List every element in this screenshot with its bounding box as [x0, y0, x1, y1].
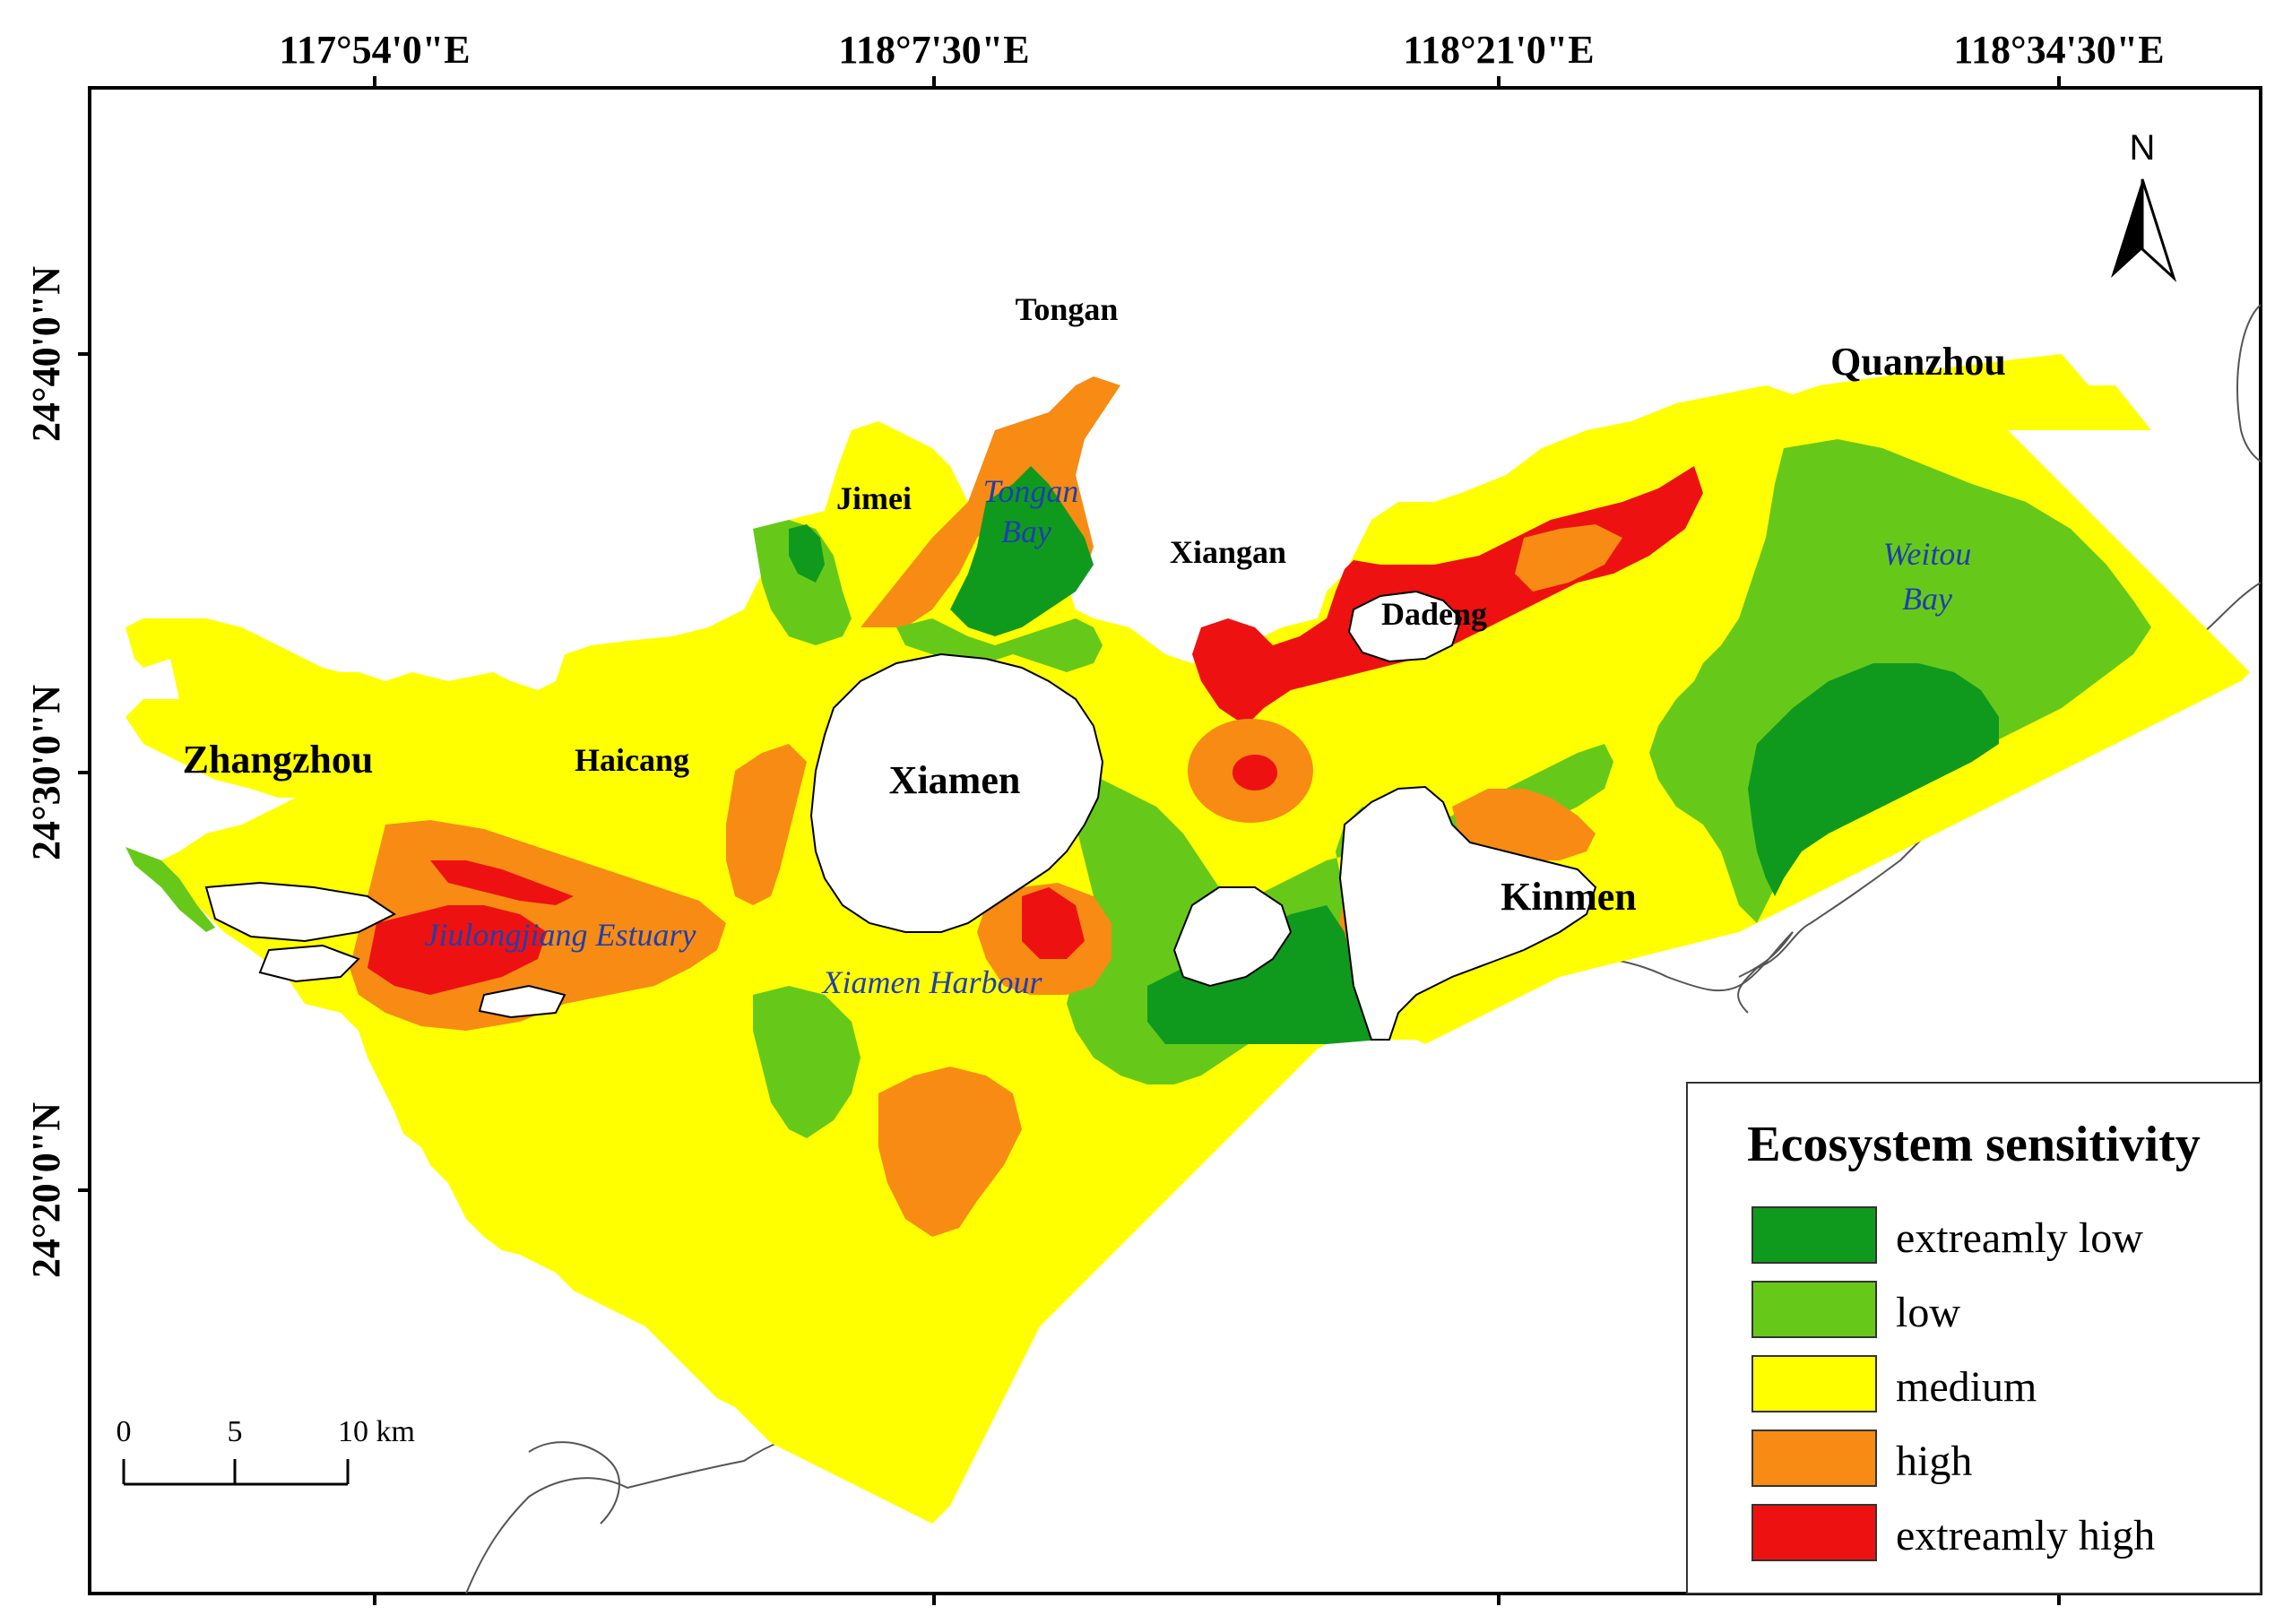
lon-label-2: 118°7'30"E [838, 28, 1029, 72]
north-label: N [2130, 128, 2156, 168]
place-zhangzhou: Zhangzhou [183, 738, 374, 782]
water-jiulongjiang-estuary: Jiulongjiang Estuary [425, 917, 696, 953]
water-weitou-bay-2: Bay [1902, 581, 1952, 617]
legend-label-2: medium [1896, 1363, 2037, 1411]
scale-tick-10: 10 km [338, 1415, 415, 1448]
legend-label-4: extreamly high [1896, 1512, 2155, 1559]
region-xlow-tongan [950, 466, 1094, 636]
estuary-island-west [204, 881, 396, 943]
region-xlow-jimei [789, 524, 825, 583]
place-xiamen: Xiamen [889, 758, 1021, 802]
region-xhigh-estuary-top [430, 860, 574, 905]
lat-label-2: 24°30'0"N [24, 685, 68, 860]
water-weitou-bay-1: Weitou [1883, 536, 1972, 572]
legend: Ecosystem sensitivity extreamly low low … [1686, 1082, 2262, 1594]
lat-label-3: 24°20'0"N [24, 1102, 68, 1278]
scale-tick-0: 0 [117, 1415, 132, 1448]
frame-ticks [78, 76, 2061, 1605]
kinmen-island [1338, 785, 1597, 1041]
region-xlow-weitou [1748, 663, 1999, 896]
xiamen-island [809, 652, 1104, 933]
scale-tick-5: 5 [228, 1415, 243, 1448]
legend-swatch-4 [1751, 1504, 1877, 1561]
legend-label-3: high [1896, 1438, 1972, 1485]
estuary-island-south [258, 944, 360, 983]
region-xhigh-estuary [368, 905, 547, 995]
place-dadeng: Dadeng [1381, 596, 1487, 632]
place-quanzhou: Quanzhou [1830, 340, 2006, 384]
place-haicang: Haicang [575, 742, 689, 778]
north-arrow-icon: N [2111, 128, 2177, 282]
region-low-harbour [753, 986, 861, 1138]
legend-swatch-1 [1751, 1281, 1877, 1338]
water-xiamen-harbour: Xiamen Harbour [821, 964, 1043, 1000]
place-kinmen: Kinmen [1501, 875, 1637, 919]
legend-title: Ecosystem sensitivity [1747, 1117, 2201, 1172]
place-xiangan: Xiangan [1170, 534, 1286, 570]
legend-swatch-3 [1751, 1430, 1877, 1487]
estuary-island-mid [478, 984, 567, 1019]
lon-label-1: 117°54'0"E [279, 28, 470, 72]
water-tongan-bay-1: Tongan [983, 473, 1079, 509]
water-tongan-bay-2: Bay [1001, 514, 1051, 549]
place-tongan: Tongan [1016, 291, 1119, 327]
region-high-dadeng [1515, 524, 1622, 592]
legend-swatch-2 [1751, 1355, 1877, 1412]
legend-label-0: extreamly low [1896, 1214, 2143, 1262]
lon-label-3: 118°21'0"E [1403, 28, 1594, 72]
lon-label-4: 118°34'30"E [1953, 28, 2164, 72]
region-xhigh-circle-east [1232, 755, 1277, 790]
region-low-jimei [753, 520, 852, 645]
place-jimei: Jimei [836, 480, 912, 516]
region-high-harbour-south [878, 1067, 1022, 1237]
region-high-haicang [726, 744, 807, 905]
islands [204, 590, 1597, 1041]
legend-swatch-0 [1751, 1206, 1877, 1264]
region-high-kinmen [1452, 789, 1596, 860]
region-xhigh-circle-harbour [1022, 887, 1085, 959]
south-island [1172, 886, 1293, 988]
region-low-estuary-west [125, 847, 215, 932]
dadeng-island [1347, 590, 1463, 663]
scale-bar: 0 5 10 km [117, 1415, 415, 1486]
lat-label-1: 24°40'0"N [24, 266, 68, 442]
region-xlow-south [1147, 905, 1380, 1044]
legend-label-1: low [1896, 1289, 1960, 1336]
